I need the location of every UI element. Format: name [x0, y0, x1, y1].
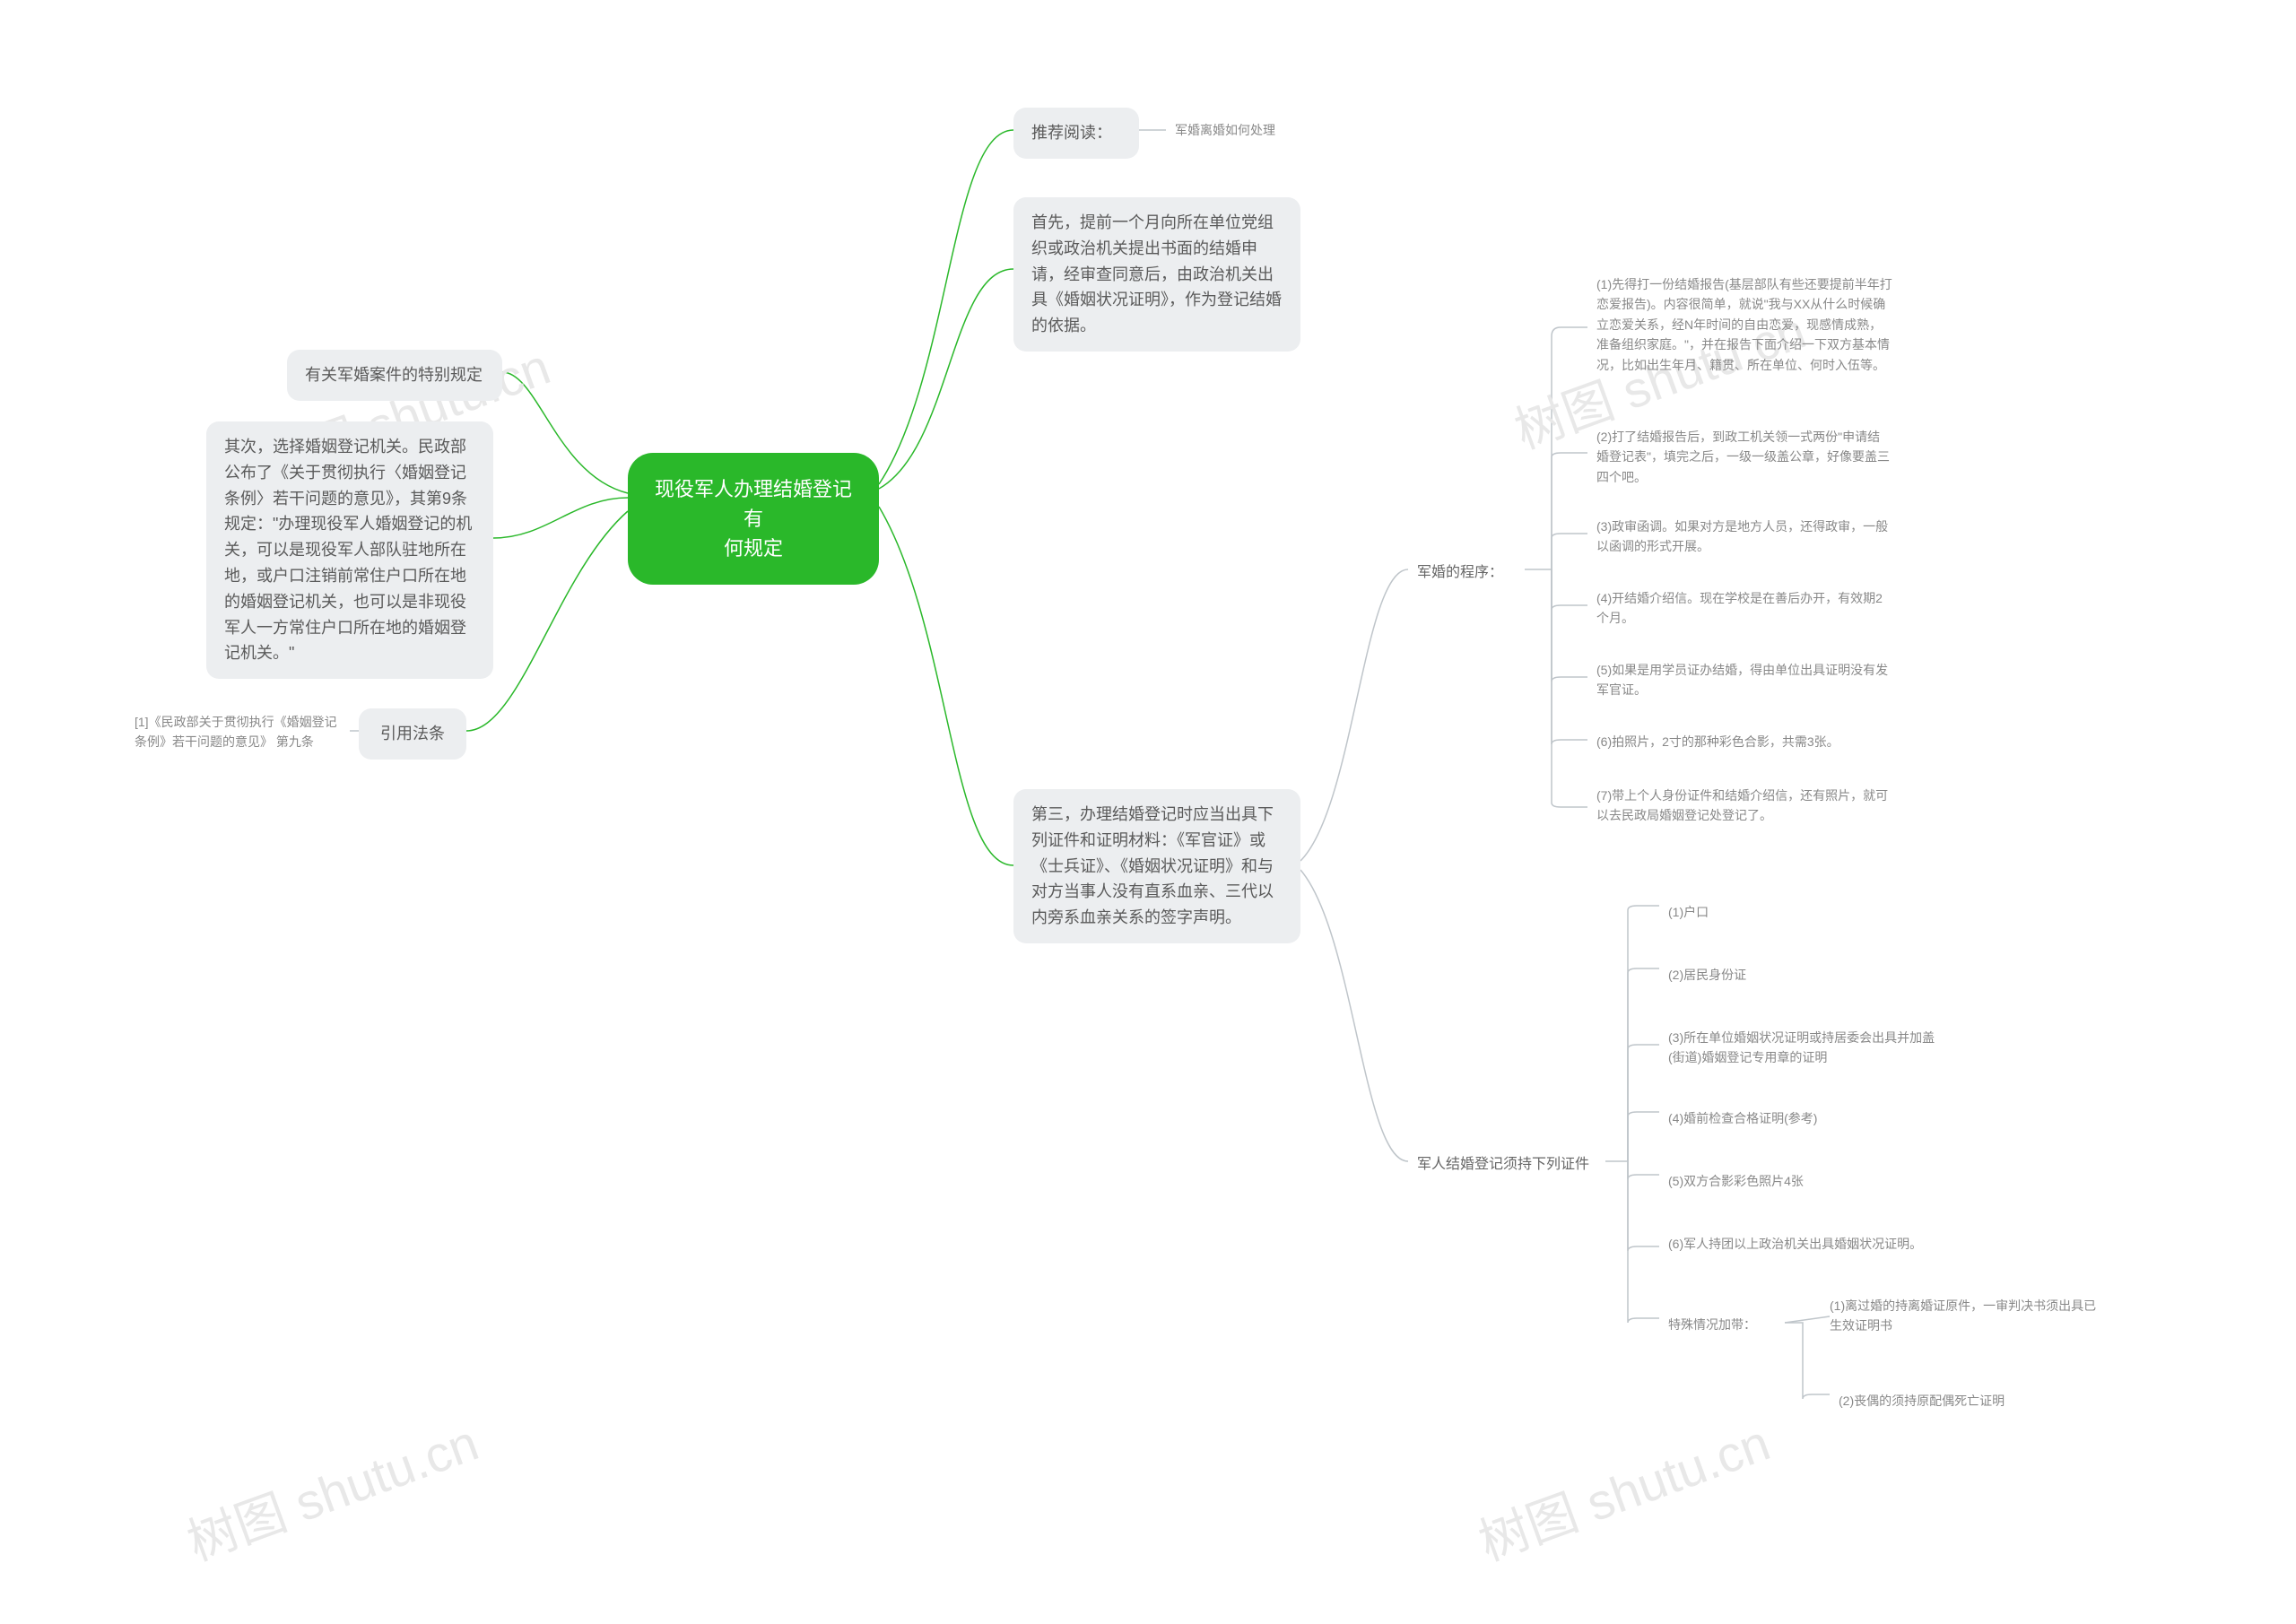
edge-third-to-documents [1300, 870, 1408, 1161]
bracket-doc-7 [1628, 1161, 1659, 1323]
node-doc-3: (3)所在单位婚姻状况证明或持居委会出具并加盖(街道)婚姻登记专用章的证明 [1659, 1022, 1946, 1073]
node-doc-2: (2)居民身份证 [1659, 960, 1839, 990]
bracket-proc-5 [1552, 569, 1587, 682]
node-doc-1: (1)户口 [1659, 897, 1839, 927]
node-proc-2: (2)打了结婚报告后，到政工机关领一式两份"申请结婚登记表"，填完之后，一级一级… [1587, 421, 1901, 492]
node-citation: 引用法条 [359, 708, 466, 760]
node-doc-5: (5)双方合影彩色照片4张 [1659, 1166, 1892, 1196]
bracket-doc-3 [1628, 1045, 1659, 1161]
node-proc-7: (7)带上个人身份证件和结婚介绍信，还有照片，就可以去民政局婚姻登记处登记了。 [1587, 780, 1901, 831]
node-selection: 其次，选择婚姻登记机关。民政部公布了《关于贯彻执行〈婚姻登记条例〉若干问题的意见… [206, 421, 493, 679]
node-proc-1: (1)先得打一份结婚报告(基层部队有些还要提前半年打恋爱报告)。内容很简单，就说… [1587, 269, 1901, 380]
edge-center-to-special [502, 372, 628, 493]
node-doc-4: (4)婚前检查合格证明(参考) [1659, 1103, 1892, 1133]
bracket-doc-5 [1628, 1161, 1659, 1179]
node-citation-detail: [1]《民政部关于贯彻执行《婚姻登记条例》若干问题的意见》 第九条 [126, 707, 350, 758]
bracket-proc-6 [1552, 569, 1587, 744]
node-procedure-label: 军婚的程序： [1408, 556, 1525, 590]
node-documents-label: 军人结婚登记须持下列证件 [1408, 1148, 1605, 1182]
bracket-doc-2 [1628, 968, 1659, 1161]
node-special-case: 特殊情况加带： [1659, 1309, 1803, 1340]
node-special-rules: 有关军婚案件的特别规定 [287, 350, 502, 401]
edge-center-to-third [879, 507, 1013, 865]
node-third: 第三，办理结婚登记时应当出具下列证件和证明材料：《军官证》或《士兵证》、《婚姻状… [1013, 789, 1300, 943]
node-proc-3: (3)政审函调。如果对方是地方人员，还得政审，一般以函调的形式开展。 [1587, 511, 1901, 562]
node-recommend-detail: 军婚离婚如何处理 [1166, 115, 1327, 145]
edge-center-to-recommend [879, 130, 1013, 484]
node-recommend: 推荐阅读： [1013, 108, 1139, 159]
bracket-doc-1 [1605, 906, 1659, 1161]
edge-third-to-procedure [1300, 569, 1408, 861]
bracket-proc-4 [1552, 569, 1587, 610]
node-proc-5: (5)如果是用学员证办结婚，得由单位出具证明没有发军官证。 [1587, 655, 1901, 706]
node-special-item-2: (2)丧偶的须持原配偶死亡证明 [1830, 1385, 2081, 1416]
node-doc-6: (6)军人持团以上政治机关出具婚姻状况证明。 [1659, 1229, 1946, 1259]
node-first: 首先，提前一个月向所在单位党组织或政治机关提出书面的结婚申请，经审查同意后，由政… [1013, 197, 1300, 352]
node-proc-6: (6)拍照片，2寸的那种彩色合影，共需3张。 [1587, 726, 1901, 757]
node-special-item-1: (1)离过婚的持离婚证原件，一审判决书须出具已生效证明书 [1830, 1296, 2099, 1336]
edge-center-to-first [879, 269, 1013, 489]
bracket-proc-2 [1552, 453, 1587, 569]
bracket-doc-4 [1628, 1112, 1659, 1161]
bracket-proc-3 [1552, 534, 1587, 569]
center-node: 现役军人办理结婚登记有何规定 [628, 453, 879, 585]
node-proc-4: (4)开结婚介绍信。现在学校是在善后办开，有效期2个月。 [1587, 583, 1901, 634]
